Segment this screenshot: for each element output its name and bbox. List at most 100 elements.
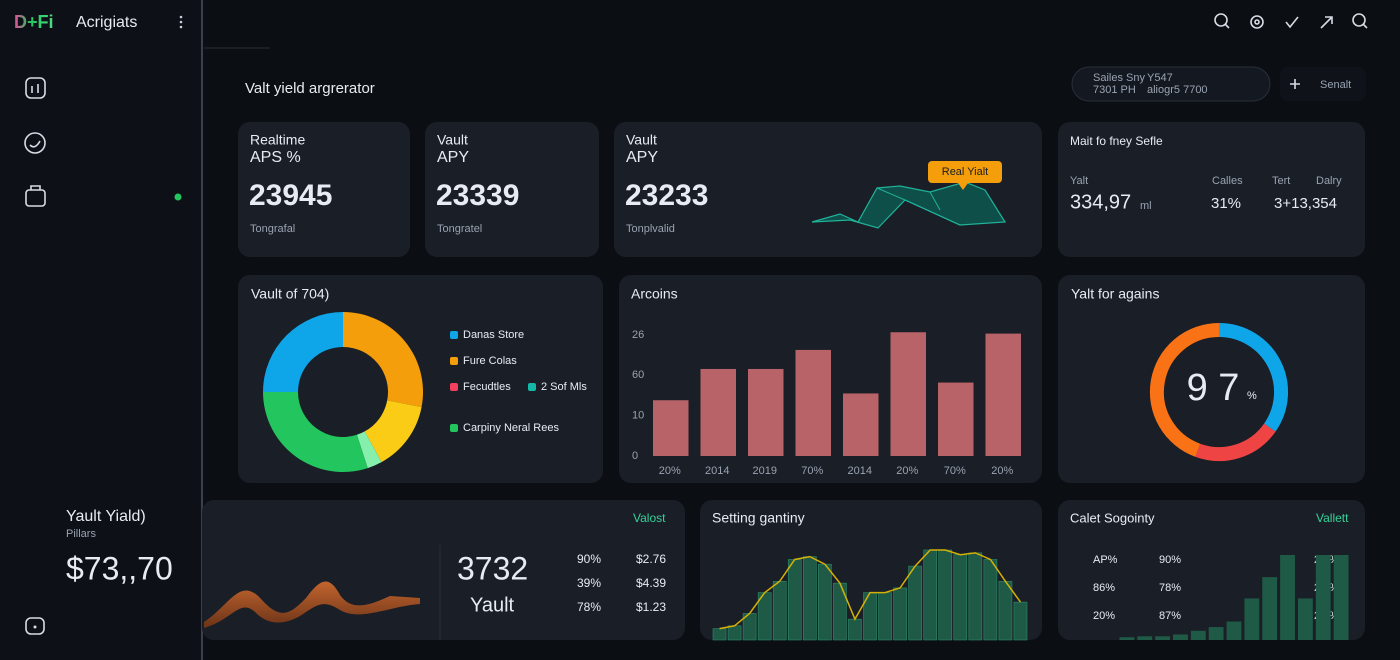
- stat-card: [614, 122, 1042, 257]
- vault-label: Yault: [470, 594, 515, 616]
- bar: [1155, 636, 1171, 640]
- vault-card: [202, 500, 685, 640]
- card-title: Setting gantiny: [712, 510, 805, 526]
- y-tick-label: 10: [632, 410, 644, 422]
- bar: [1315, 555, 1331, 640]
- legend-swatch: [450, 424, 458, 432]
- table-cell: $1.23: [636, 600, 666, 614]
- card-tag: Vallett: [1316, 511, 1349, 525]
- menu-dots[interactable]: [179, 15, 183, 29]
- gauge-arc: [1218, 323, 1289, 432]
- donut-segment: [356, 431, 382, 469]
- bar: [700, 368, 736, 456]
- summary-value: 3+13,354: [1274, 195, 1337, 212]
- bar: [1137, 636, 1153, 640]
- nav-icon[interactable]: [24, 132, 46, 154]
- table-cell: AP%: [1093, 554, 1118, 566]
- yield-sub: Pillars: [66, 528, 96, 540]
- card-title: Yalt for agains: [1071, 286, 1159, 302]
- legend-swatch: [450, 383, 458, 391]
- legend-label: Danas Store: [463, 329, 524, 341]
- stat-card: [425, 122, 599, 257]
- stat-label: Vault: [626, 132, 657, 148]
- vault-table: 90% $2.76 39% $4.39 78% $1.23: [577, 552, 666, 614]
- top-icon[interactable]: [1285, 16, 1299, 29]
- table-cell: 78%: [1159, 582, 1181, 594]
- summary-label: Tert: [1272, 175, 1290, 187]
- stat-label: Vault: [437, 132, 468, 148]
- stat-value: 23233: [625, 179, 708, 212]
- badge-label: Real Yialt: [942, 166, 988, 178]
- stat-value: 23339: [436, 179, 519, 212]
- stat-sublabel: APY: [626, 149, 658, 166]
- bar: [653, 400, 689, 456]
- card-title: Calet Sogointy: [1070, 510, 1155, 525]
- stat-note: Tonplvalid: [626, 223, 675, 235]
- bar: [1333, 555, 1349, 640]
- nav-icon[interactable]: [25, 185, 46, 207]
- summary-value: 334,97: [1070, 191, 1131, 213]
- legend-swatch: [528, 383, 536, 391]
- bar: [787, 559, 802, 641]
- bar: [1262, 577, 1278, 640]
- top-icon[interactable]: [1214, 13, 1230, 29]
- bar: [1013, 601, 1028, 641]
- donut-chart: [263, 311, 423, 473]
- bar: [843, 393, 879, 456]
- x-tick-label: 20%: [896, 465, 918, 477]
- button-label[interactable]: Senalt: [1320, 79, 1351, 91]
- nav-icon[interactable]: [25, 77, 46, 99]
- summary-label: Dalry: [1316, 175, 1342, 187]
- bar: [908, 565, 922, 641]
- bar: [833, 582, 847, 641]
- table-cell: 86%: [1093, 582, 1115, 594]
- donut-segment: [364, 400, 422, 463]
- logo[interactable]: D+Fi: [14, 12, 54, 32]
- info-pill: [1071, 66, 1271, 102]
- bar: [893, 587, 907, 641]
- gauge-card: [1058, 275, 1365, 483]
- gauge-arc: [1149, 322, 1220, 457]
- security-chart: [1119, 555, 1349, 640]
- card-title: Arcoins: [631, 286, 678, 302]
- top-icon[interactable]: [1352, 13, 1368, 29]
- top-icon[interactable]: [1320, 16, 1333, 29]
- nav-icon[interactable]: [25, 617, 45, 635]
- stat-card: [238, 122, 410, 257]
- table-cell: 39%: [577, 576, 601, 590]
- bar: [848, 618, 862, 641]
- donut-segment: [343, 311, 423, 407]
- bar: [998, 580, 1013, 641]
- card-tag: Valost: [633, 511, 666, 525]
- bar: [1119, 637, 1135, 640]
- bar: [953, 554, 968, 641]
- summary-unit: ml: [1140, 200, 1152, 212]
- stat-note: Tongrafal: [250, 223, 295, 235]
- bar: [748, 368, 784, 456]
- top-icon[interactable]: [1250, 15, 1264, 29]
- x-tick-label: 70%: [944, 465, 966, 477]
- x-tick-label: 2019: [753, 465, 777, 477]
- bar: [772, 580, 787, 641]
- bar: [878, 592, 892, 641]
- legend-swatch: [450, 357, 458, 365]
- donut-segment: [263, 312, 343, 392]
- table-cell: 87%: [1159, 610, 1181, 622]
- summary-label: Yalt: [1070, 175, 1088, 187]
- table-cell: 90%: [1159, 554, 1181, 566]
- bar: [802, 556, 817, 641]
- x-tick-label: 20%: [659, 465, 681, 477]
- button-icon: [1290, 79, 1300, 89]
- stat-note: Tongratel: [437, 223, 482, 235]
- table-cell: 20%: [1093, 610, 1115, 622]
- legend-label: Carpiny Neral Rees: [463, 422, 559, 434]
- bar: [712, 628, 727, 641]
- sparkline-shape: [811, 181, 1007, 229]
- legend-label: 2 Sof Mls: [541, 381, 587, 393]
- bar: [1244, 598, 1260, 640]
- bar: [1190, 630, 1206, 640]
- summary-card: [1058, 122, 1365, 257]
- button[interactable]: [1280, 67, 1366, 101]
- info-text: Y547: [1147, 72, 1173, 84]
